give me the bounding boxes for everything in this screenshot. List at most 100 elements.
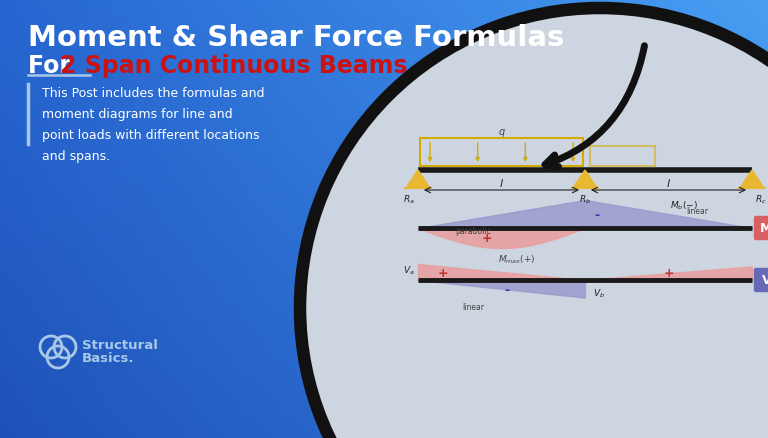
Bar xyxy=(115,328,126,334)
Bar xyxy=(288,322,299,328)
Bar xyxy=(240,355,250,361)
Bar xyxy=(278,212,289,219)
Bar xyxy=(48,273,58,279)
Bar xyxy=(48,420,58,427)
Bar xyxy=(700,26,711,33)
Bar xyxy=(374,169,385,175)
Bar xyxy=(672,10,683,17)
Bar xyxy=(201,229,212,236)
Bar xyxy=(38,262,49,268)
Bar xyxy=(442,92,452,99)
Bar xyxy=(442,141,452,148)
Bar xyxy=(614,267,625,274)
Bar xyxy=(183,262,193,268)
Bar xyxy=(346,103,356,110)
Bar xyxy=(739,350,750,356)
Bar xyxy=(528,262,538,268)
Bar xyxy=(240,43,250,49)
Bar xyxy=(595,98,606,104)
Bar xyxy=(124,360,135,367)
Bar xyxy=(624,256,634,263)
Bar xyxy=(48,229,58,236)
Bar xyxy=(183,114,193,120)
Bar xyxy=(518,306,529,312)
Bar xyxy=(124,10,135,17)
Bar xyxy=(653,65,664,71)
Bar xyxy=(38,65,49,71)
Bar xyxy=(700,0,711,6)
Bar xyxy=(413,48,423,55)
Bar xyxy=(653,350,664,356)
Bar xyxy=(758,234,768,241)
Bar xyxy=(105,87,116,93)
Bar xyxy=(682,229,692,236)
Bar xyxy=(480,388,491,394)
Bar xyxy=(538,191,548,197)
Bar xyxy=(336,26,346,33)
Bar xyxy=(566,371,577,378)
Bar xyxy=(422,273,433,279)
Bar xyxy=(96,399,107,405)
Bar xyxy=(183,147,193,153)
Bar xyxy=(77,174,88,180)
Bar xyxy=(124,180,135,186)
Bar xyxy=(624,125,634,131)
Bar xyxy=(451,114,462,120)
Bar xyxy=(432,147,442,153)
Bar xyxy=(0,98,11,104)
Bar xyxy=(393,229,404,236)
Bar xyxy=(547,371,558,378)
Bar xyxy=(384,158,395,164)
Bar xyxy=(634,426,644,433)
Bar xyxy=(653,267,664,274)
Bar xyxy=(432,32,442,39)
Bar xyxy=(557,65,568,71)
Bar xyxy=(38,300,49,307)
Bar xyxy=(201,59,212,66)
Bar xyxy=(508,344,519,350)
Bar xyxy=(38,4,49,11)
Bar xyxy=(240,322,250,328)
Bar xyxy=(604,125,615,131)
Bar xyxy=(710,355,721,361)
Bar xyxy=(9,234,20,241)
Bar xyxy=(68,43,78,49)
Bar xyxy=(230,404,241,411)
Bar xyxy=(259,37,270,44)
Bar xyxy=(700,306,711,312)
Bar xyxy=(508,0,519,6)
Bar xyxy=(134,87,145,93)
Bar xyxy=(730,251,740,257)
Bar xyxy=(374,103,385,110)
Bar xyxy=(403,355,414,361)
Bar xyxy=(758,339,768,345)
Bar xyxy=(144,147,154,153)
Bar xyxy=(355,262,366,268)
Bar xyxy=(68,125,78,131)
Text: 2 Span Continuous Beams: 2 Span Continuous Beams xyxy=(60,54,408,78)
Bar xyxy=(307,388,318,394)
Bar xyxy=(403,404,414,411)
Bar xyxy=(144,120,154,126)
Bar xyxy=(682,76,692,82)
Bar xyxy=(634,278,644,285)
Bar xyxy=(432,207,442,214)
Bar xyxy=(644,426,654,433)
Bar xyxy=(461,339,472,345)
Bar xyxy=(68,81,78,88)
Bar xyxy=(499,76,510,82)
Bar xyxy=(461,223,472,230)
Bar xyxy=(163,65,174,71)
Bar xyxy=(604,21,615,28)
Bar xyxy=(365,114,376,120)
Bar xyxy=(547,43,558,49)
Bar xyxy=(672,415,683,421)
Bar xyxy=(374,240,385,246)
Bar xyxy=(644,360,654,367)
Bar xyxy=(557,185,568,192)
Bar xyxy=(288,43,299,49)
Bar xyxy=(566,76,577,82)
Bar xyxy=(672,87,683,93)
Bar xyxy=(739,223,750,230)
Bar xyxy=(183,251,193,257)
